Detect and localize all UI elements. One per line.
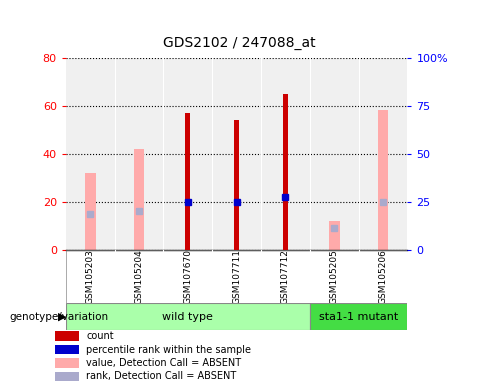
Bar [55, 345, 79, 354]
Bar [234, 120, 239, 250]
Text: GSM105203: GSM105203 [86, 249, 95, 304]
Text: value, Detection Call = ABSENT: value, Detection Call = ABSENT [86, 358, 242, 368]
Bar [55, 331, 79, 341]
Text: count: count [86, 331, 114, 341]
Bar [185, 113, 190, 250]
Bar [378, 111, 388, 250]
Text: rank, Detection Call = ABSENT: rank, Detection Call = ABSENT [86, 371, 237, 381]
Text: sta1-1 mutant: sta1-1 mutant [319, 312, 398, 322]
Bar [134, 149, 144, 250]
Text: GSM107711: GSM107711 [232, 249, 241, 304]
Text: percentile rank within the sample: percentile rank within the sample [86, 344, 251, 354]
Bar [66, 250, 115, 303]
Bar [115, 250, 163, 303]
Bar [283, 94, 288, 250]
Text: wild type: wild type [163, 312, 213, 322]
Bar [212, 250, 261, 303]
Text: GSM107670: GSM107670 [183, 249, 192, 304]
Bar [66, 303, 310, 330]
Text: GSM105205: GSM105205 [330, 249, 339, 304]
Bar [261, 250, 310, 303]
Text: genotype/variation: genotype/variation [10, 312, 109, 322]
Bar [310, 303, 407, 330]
Bar [359, 250, 407, 303]
Bar [163, 250, 212, 303]
Bar [85, 173, 96, 250]
Text: GSM105206: GSM105206 [379, 249, 387, 304]
Bar [55, 372, 79, 381]
Bar [55, 358, 79, 368]
Text: ▶: ▶ [58, 312, 67, 322]
Text: GSM105204: GSM105204 [135, 249, 143, 304]
Text: GSM107712: GSM107712 [281, 249, 290, 304]
Bar [310, 250, 359, 303]
Bar [329, 221, 340, 250]
Text: GDS2102 / 247088_at: GDS2102 / 247088_at [163, 36, 315, 50]
